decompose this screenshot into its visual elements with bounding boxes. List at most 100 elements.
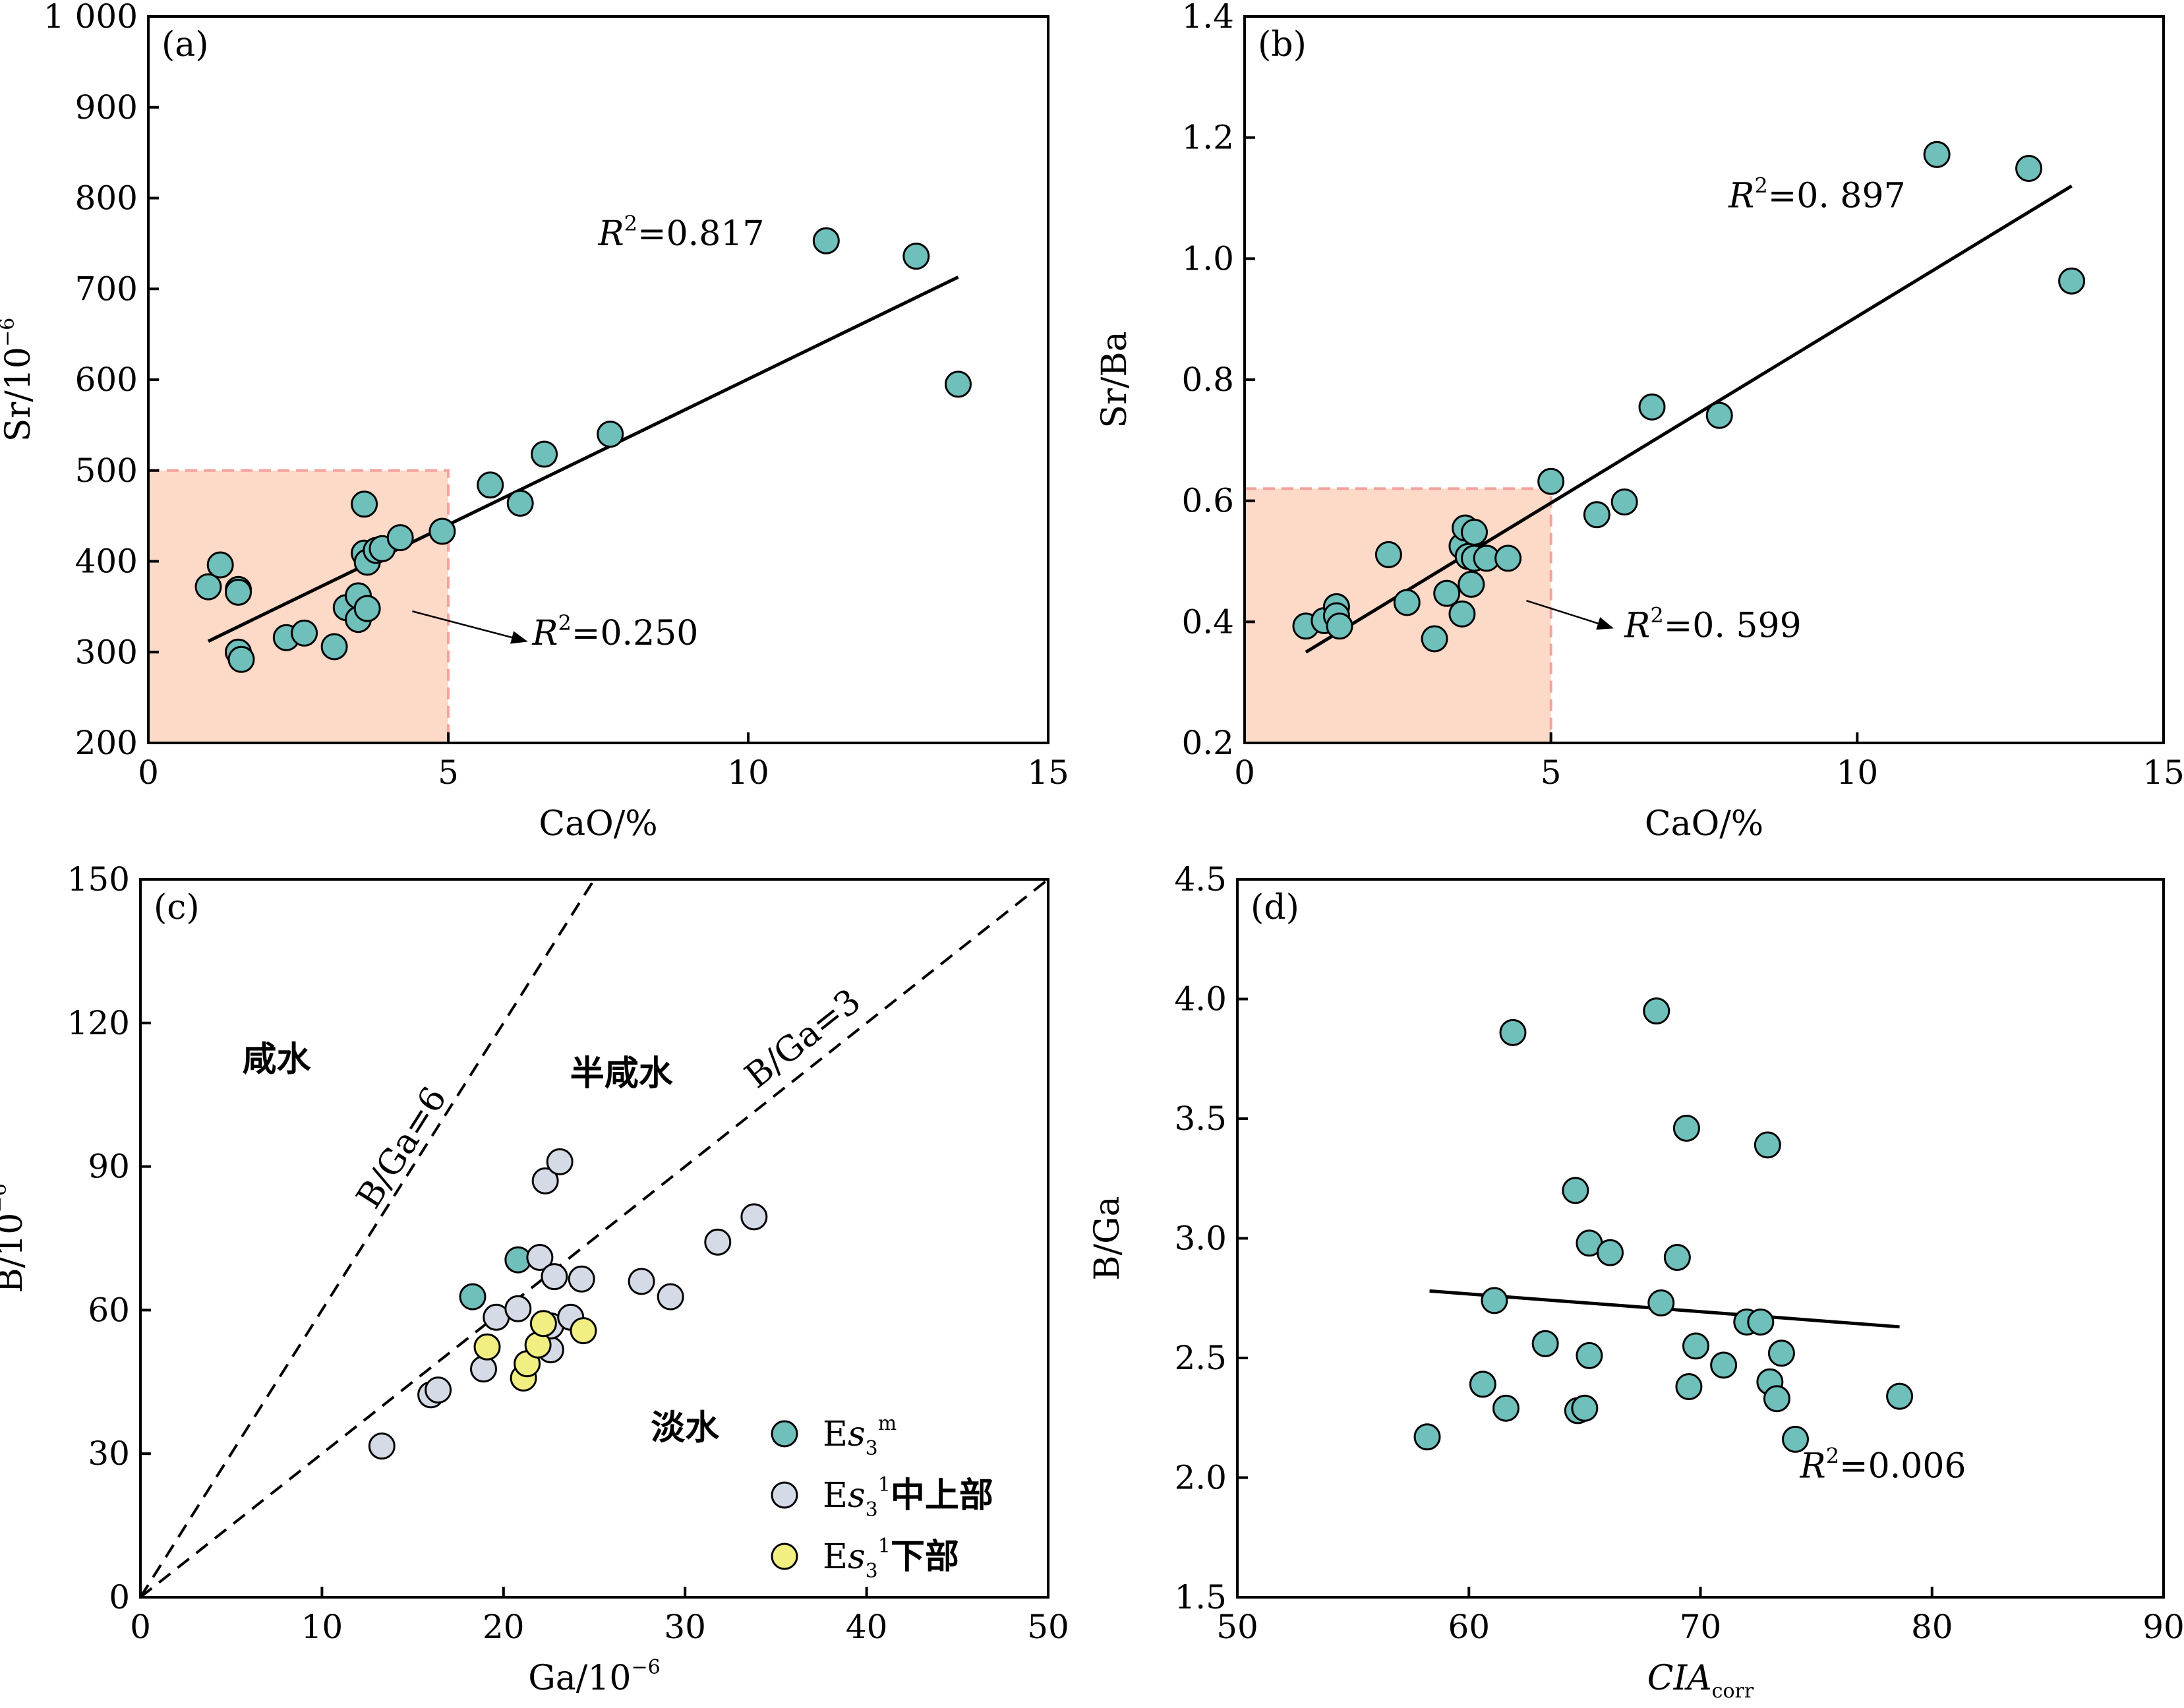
- data-point-es3l-upper: [368, 1432, 396, 1460]
- x-tick-label: 5: [1541, 753, 1562, 792]
- data-point-es3l-upper: [568, 1265, 595, 1293]
- data-point-es3m: [1413, 1423, 1441, 1451]
- x-tick-label: 50: [1027, 1608, 1069, 1646]
- x-tick-label: 40: [846, 1608, 888, 1646]
- y-tick-label: 90: [88, 1148, 130, 1186]
- data-point-es3m: [1421, 625, 1448, 653]
- data-point-es3l-upper: [657, 1283, 684, 1310]
- r-squared-label: R2=0.250: [531, 610, 698, 653]
- annotation-arrow: [1526, 600, 1614, 630]
- x-tick-label: 90: [2142, 1608, 2184, 1646]
- panel-label: (d): [1251, 888, 1299, 928]
- panel-label: (a): [162, 25, 209, 65]
- regression-line: [207, 276, 959, 643]
- data-point-es3m: [428, 517, 456, 545]
- data-point-es3m: [1393, 589, 1421, 616]
- data-point-es3m: [1682, 1332, 1709, 1360]
- x-axis-title: CaO/%: [539, 804, 657, 844]
- zone-label: 半咸水: [570, 1054, 674, 1094]
- panel-label: (c): [154, 888, 200, 928]
- data-point-es3m: [597, 421, 624, 448]
- data-point-es3m: [1886, 1382, 1914, 1410]
- y-tick-label: 0.6: [1181, 482, 1234, 520]
- y-tick-label: 300: [75, 633, 138, 671]
- data-point-es3l-upper: [531, 1167, 559, 1194]
- data-point-es3m: [353, 595, 381, 622]
- highlight-region: [148, 470, 448, 743]
- data-point-es3m: [1374, 541, 1402, 568]
- data-point-es3l-lower: [529, 1310, 557, 1338]
- data-point-es3m: [459, 1283, 487, 1310]
- data-point-es3m: [1767, 1340, 1795, 1367]
- data-point-es3m: [902, 243, 930, 270]
- legend-label: Es3m: [823, 1412, 897, 1460]
- data-point-es3m: [1481, 1287, 1508, 1314]
- data-point-es3m: [206, 551, 234, 579]
- y-tick-label: 2.5: [1174, 1339, 1227, 1377]
- regression-line: [1305, 184, 2073, 654]
- legend-marker: [771, 1481, 798, 1509]
- x-tick-label: 0: [1234, 753, 1255, 792]
- y-tick-label: 700: [75, 270, 138, 308]
- reference-line-label: B/Ga=6: [349, 1080, 454, 1216]
- y-axis-title: B/Ga: [1088, 1196, 1127, 1280]
- x-tick-label: 50: [1216, 1608, 1258, 1646]
- x-axis-title: CaO/%: [1645, 804, 1763, 844]
- data-point-es3m: [1583, 501, 1610, 529]
- legend-marker: [771, 1420, 798, 1448]
- y-tick-label: 1.0: [1181, 239, 1234, 278]
- data-point-es3m: [1782, 1425, 1810, 1453]
- y-tick-label: 4.0: [1174, 980, 1227, 1018]
- y-tick-label: 400: [75, 543, 138, 581]
- data-point-es3m: [1663, 1244, 1691, 1272]
- x-tick-label: 0: [130, 1608, 151, 1646]
- data-point-es3m: [1562, 1177, 1589, 1204]
- data-point-es3m: [1647, 1289, 1675, 1317]
- data-point-es3m: [1672, 1115, 1700, 1142]
- y-tick-label: 3.5: [1174, 1100, 1227, 1138]
- y-tick-label: 1 000: [44, 0, 138, 36]
- r-squared-label: R2=0.006: [1800, 1444, 1966, 1487]
- data-point-es3m: [386, 524, 414, 552]
- y-axis-title: Sr/10−6: [0, 318, 38, 442]
- y-tick-label: 0.2: [1181, 724, 1234, 762]
- y-tick-label: 30: [88, 1434, 130, 1473]
- data-point-es3m: [291, 619, 318, 647]
- zone-label: 淡水: [651, 1408, 720, 1448]
- data-point-es3m: [1638, 393, 1666, 421]
- data-point-es3m: [1537, 467, 1565, 495]
- y-tick-label: 200: [75, 724, 138, 762]
- legend-marker: [771, 1543, 798, 1570]
- data-point-es3l-upper: [526, 1244, 554, 1272]
- data-point-es3m: [1675, 1373, 1703, 1401]
- r-squared-label: R2=0. 897: [1728, 173, 1905, 216]
- y-tick-label: 0.4: [1181, 603, 1234, 641]
- y-axis-title: Sr/Ba: [1095, 331, 1135, 428]
- y-tick-label: 0.8: [1181, 361, 1234, 399]
- r-squared-label: R2=0. 599: [1624, 603, 1801, 645]
- x-tick-label: 80: [1911, 1608, 1953, 1646]
- data-point-es3m: [1458, 570, 1485, 598]
- highlight-region: [1245, 488, 1551, 743]
- data-point-es3m: [1448, 600, 1476, 628]
- data-point-es3l-upper: [425, 1376, 452, 1404]
- data-point-es3m: [1494, 545, 1522, 572]
- legend: Es3m Es31中上部 Es31下部: [771, 1412, 993, 1583]
- zone-label: 咸水: [243, 1040, 312, 1079]
- x-tick-label: 0: [138, 753, 159, 792]
- data-point-es3m: [1705, 401, 1733, 429]
- data-point-es3m: [1469, 1370, 1496, 1398]
- data-point-es3m: [1754, 1131, 1781, 1159]
- x-tick-label: 15: [2142, 753, 2184, 792]
- y-tick-label: 900: [75, 88, 138, 127]
- data-point-es3l-upper: [470, 1355, 498, 1383]
- x-tick-label: 20: [483, 1608, 525, 1646]
- annotation-arrow: [412, 610, 528, 644]
- x-axis-title: CIAcorr: [1647, 1659, 1754, 1703]
- data-point-es3m: [194, 573, 222, 601]
- y-tick-label: 1.5: [1174, 1578, 1227, 1616]
- data-point-es3m: [531, 440, 558, 468]
- data-point-es3m: [2015, 155, 2043, 183]
- data-point-es3m: [2058, 267, 2086, 295]
